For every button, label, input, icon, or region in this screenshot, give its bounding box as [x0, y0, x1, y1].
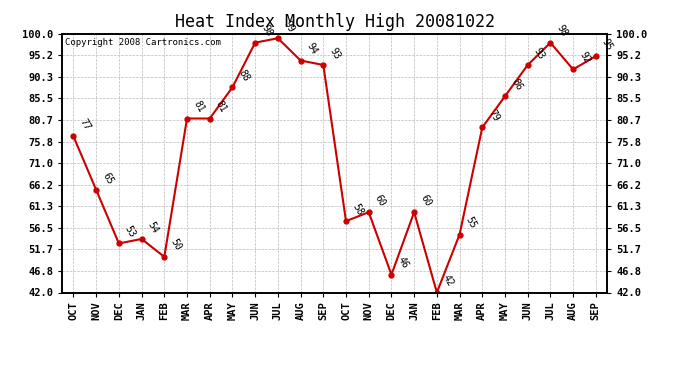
Text: 54: 54 [146, 220, 160, 235]
Text: 50: 50 [168, 237, 183, 253]
Text: 99: 99 [282, 19, 297, 34]
Text: 93: 93 [532, 46, 546, 61]
Text: 55: 55 [464, 215, 478, 230]
Text: 94: 94 [305, 41, 319, 56]
Text: 53: 53 [123, 224, 137, 239]
Text: 60: 60 [373, 193, 387, 208]
Text: 81: 81 [214, 99, 228, 114]
Text: Copyright 2008 Cartronics.com: Copyright 2008 Cartronics.com [65, 38, 221, 46]
Text: 88: 88 [237, 68, 251, 83]
Text: 95: 95 [600, 37, 615, 52]
Text: 93: 93 [328, 46, 342, 61]
Text: 81: 81 [191, 99, 206, 114]
Text: 65: 65 [100, 171, 115, 186]
Text: 46: 46 [395, 255, 410, 270]
Text: 98: 98 [259, 23, 274, 39]
Text: 92: 92 [578, 50, 592, 65]
Text: 79: 79 [486, 108, 501, 123]
Text: 60: 60 [418, 193, 433, 208]
Text: 98: 98 [555, 23, 569, 39]
Text: 86: 86 [509, 77, 524, 92]
Text: 77: 77 [77, 117, 92, 132]
Text: 58: 58 [350, 202, 365, 217]
Text: 42: 42 [441, 273, 455, 288]
Title: Heat Index Monthly High 20081022: Heat Index Monthly High 20081022 [175, 13, 495, 31]
